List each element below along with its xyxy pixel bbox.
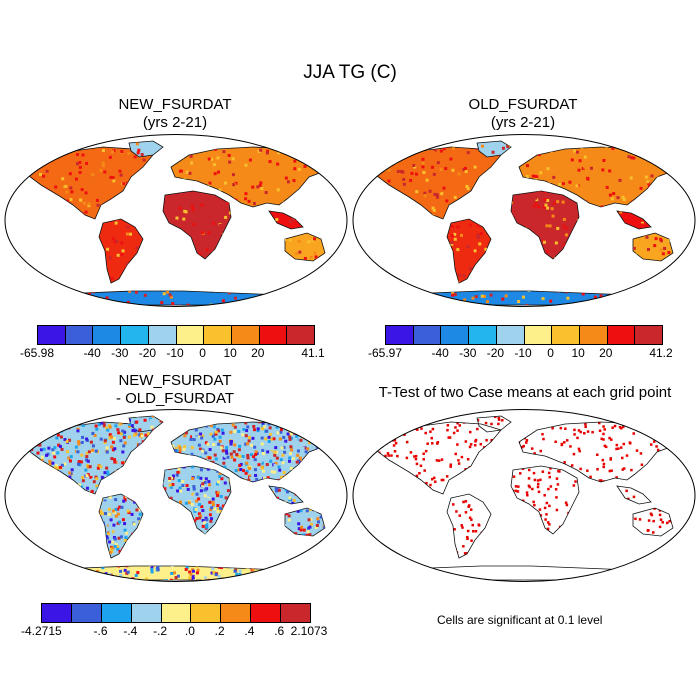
colorbar-swatch [635,326,663,344]
land-outline-greenland [476,415,512,433]
colorbar-tick-label: -30 [111,346,129,360]
land-outline-australia [632,507,674,537]
land-outline-europeasia [518,421,686,483]
panel-title-ttest-line1: T-Test of two Case means at each grid po… [378,384,672,401]
colorbar-swatch [496,326,525,344]
land-outline-samerica [446,493,492,559]
land-greenland [476,140,512,158]
panel-title-old: OLD_FSURDAT (yrs 2-21) [403,96,643,132]
map-ttest [352,409,696,582]
colorbar-swatch [42,604,72,622]
colorbar-tick-label: -20 [138,346,157,360]
colorbar-swatch [176,326,205,344]
colorbar-swatch [251,604,282,622]
land-namerica [372,146,502,220]
colorbar-tick-label: .2 [214,624,225,638]
colorbar-swatch [259,326,288,344]
colorbar-swatch [121,326,149,344]
land-africa [510,190,580,260]
panel-title-diff: NEW_FSURDAT - OLD_FSURDAT [55,372,295,408]
panel-title-new-line2: (yrs 2-21) [142,114,208,131]
colorbar-tick-label: -40 [431,346,449,360]
colorbar-swatch [552,326,580,344]
colorbar-swatch [231,326,260,344]
colorbar-diff [41,603,311,623]
colorbar-swatch [281,604,311,622]
colorbar-swatch [204,326,232,344]
colorbar-tick-label: -30 [459,346,477,360]
colorbar-tick-label: -10 [166,346,184,360]
figure-title: JJA TG (C) [303,62,397,83]
panel-title-diff-line2: - OLD_FSURDAT [115,390,235,407]
colorbar-swatch [386,326,414,344]
colorbar-swatch [524,326,553,344]
land-seasia [268,210,304,230]
colorbar-old [385,325,663,345]
panel-title-new-line1: NEW_FSURDAT [118,96,232,113]
colorbar-swatch [607,326,636,344]
panel-title-old-line2: (yrs 2-21) [490,114,556,131]
colorbar-tick-label: 0 [547,346,554,360]
colorbar-tick-label: .0 [184,624,195,638]
colorbar-tick-label: .4 [244,624,255,638]
map-border [4,409,348,582]
colorbar-swatch [71,604,102,622]
colorbar-tick-label: -20 [486,346,505,360]
map-border [352,134,696,307]
map-difference [4,409,348,582]
panel-title-ttest: T-Test of two Case means at each grid po… [350,384,700,402]
map-new-fsurdat [4,134,348,307]
colorbar-swatch [65,326,94,344]
panel-title-diff-line1: NEW_FSURDAT [118,372,232,389]
colorbar-swatch [191,604,222,622]
colorbar-tick-label: -.2 [153,624,168,638]
colorbar-new [37,325,315,345]
colorbar-swatch [469,326,497,344]
colorbar-tick-label: -.4 [123,624,138,638]
colorbar-tick-label: -40 [83,346,101,360]
colorbar-swatch [93,326,122,344]
colorbar-tick-label: 41.2 [649,346,673,360]
colorbar-tick-label: -65.97 [367,346,403,360]
colorbar-swatch [161,604,192,622]
map-border [4,134,348,307]
map-border [352,409,696,582]
colorbar-swatch [579,326,608,344]
colorbar-swatch [221,604,252,622]
colorbar-swatch [148,326,177,344]
colorbar-tick-label: -65.98 [19,346,55,360]
colorbar-tick-label: .6 [274,624,285,638]
ttest-note: Cells are significant at 0.1 level [437,613,603,627]
colorbar-tick-label: -10 [514,346,532,360]
colorbar-tick-label: 10 [223,346,237,360]
colorbar-tick-label: 20 [599,346,613,360]
colorbar-tick-label: -.6 [93,624,108,638]
land-australia [284,507,326,537]
land-outline-africa [510,465,580,535]
land-outline-seasia [616,485,652,505]
colorbar-tick-label: 20 [251,346,265,360]
land-outline-namerica [372,421,502,495]
colorbar-tick-label: 2.1073 [290,624,328,638]
panel-title-old-line1: OLD_FSURDAT [468,96,578,113]
colorbar-swatch [413,326,442,344]
colorbar-swatch [441,326,470,344]
colorbar-swatch [38,326,66,344]
map-old-fsurdat [352,134,696,307]
panel-title-new: NEW_FSURDAT (yrs 2-21) [55,96,295,132]
colorbar-swatch [131,604,162,622]
colorbar-swatch [101,604,132,622]
land-namerica [24,146,154,220]
colorbar-tick-label: 41.1 [301,346,325,360]
colorbar-swatch [287,326,315,344]
colorbar-tick-label: -4.2715 [21,624,62,638]
colorbar-tick-label: 0 [199,346,206,360]
colorbar-tick-label: 10 [571,346,585,360]
